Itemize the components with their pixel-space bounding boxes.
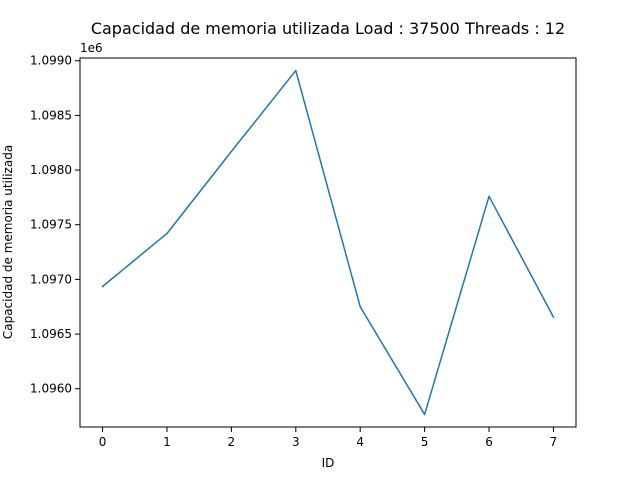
chart-title: Capacidad de memoria utilizada Load : 37… bbox=[91, 19, 565, 38]
x-tick-label: 4 bbox=[356, 435, 364, 449]
y-axis-label: Capacidad de memoria utilizada bbox=[1, 145, 15, 339]
x-tick-label: 2 bbox=[228, 435, 236, 449]
series-layer bbox=[101, 69, 555, 416]
series-line bbox=[101, 69, 555, 416]
x-tick-label: 7 bbox=[550, 435, 558, 449]
y-tick-label: 1.0960 bbox=[30, 382, 72, 396]
y-tick-label: 1.0985 bbox=[30, 108, 72, 122]
y-axis: 1.0960 1.0965 1.0970 1.0975 1.0980 1.0985 1.09… bbox=[30, 54, 80, 396]
x-axis-label: ID bbox=[322, 456, 335, 470]
y-tick-label: 1.0965 bbox=[30, 327, 72, 341]
x-tick-label: 3 bbox=[292, 435, 300, 449]
y-axis-offset-label: 1e6 bbox=[80, 41, 103, 55]
y-tick-label: 1.0975 bbox=[30, 218, 72, 232]
y-tick-label: 1.0990 bbox=[30, 54, 72, 68]
plot-area bbox=[79, 57, 577, 428]
x-tick-label: 1 bbox=[163, 435, 171, 449]
x-tick-label: 6 bbox=[485, 435, 493, 449]
x-tick-label: 5 bbox=[421, 435, 429, 449]
x-tick-label: 0 bbox=[99, 435, 107, 449]
x-axis: 0 1 2 3 4 5 6 7 bbox=[99, 427, 558, 449]
y-tick-label: 1.0970 bbox=[30, 272, 72, 286]
y-tick-label: 1.0980 bbox=[30, 163, 72, 177]
plot-frame bbox=[79, 57, 577, 428]
